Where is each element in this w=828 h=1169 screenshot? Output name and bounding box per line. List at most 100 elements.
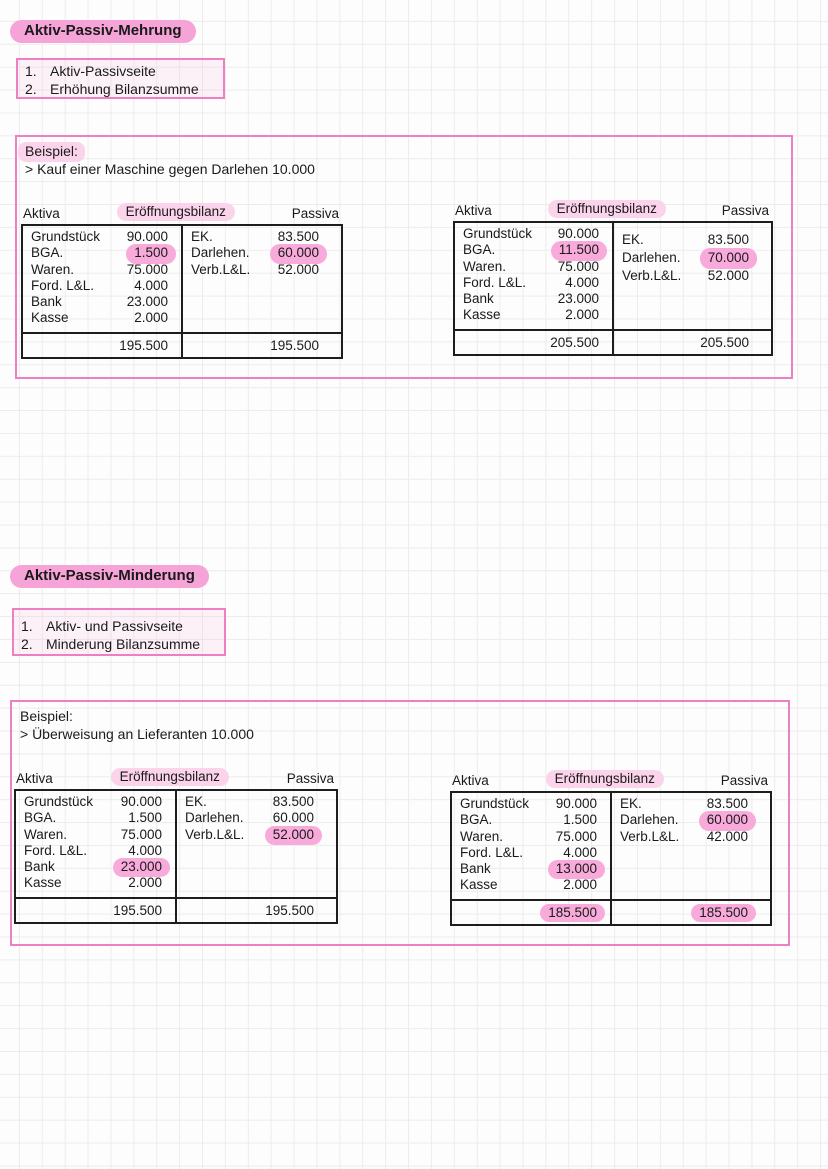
total-value: 185.500 [691, 904, 756, 922]
account-row: EK. 83.500 [612, 796, 770, 812]
account-row: BGA. 1.500 [452, 812, 610, 828]
account-value: 1.500 [126, 244, 176, 264]
rule-text: Minderung Bilanzsumme [46, 635, 201, 652]
example-label: Beispiel: [18, 142, 85, 162]
aktiva-rows: Grundstück 90.000 BGA. 1.500 Waren. 75.000 … [452, 793, 610, 899]
account-value: 90.000 [120, 794, 162, 809]
bilanz-heading: Eröffnungsbilanz [110, 768, 229, 786]
account-value: 23.000 [557, 291, 599, 307]
balance-sheet: Aktiva Eröffnungsbilanz Passiva Grundstü… [21, 203, 343, 359]
rule-item: 1. Aktiv-Passivseite [25, 63, 223, 81]
account-row: Ford. L&L. 4.000 [23, 278, 181, 294]
account-value: 2.000 [134, 310, 168, 326]
account-label: Ford. L&L. [24, 842, 88, 858]
account-row: Verb.L&L. 52.000 [183, 262, 341, 278]
aktiva-column: Grundstück 90.000 BGA. 11.500 Waren. 75.000… [455, 223, 614, 354]
rule-box: 1. Aktiv- und Passivseite 2. Minderung B… [12, 608, 226, 656]
balance-table: Grundstück 90.000 BGA. 11.500 Waren. 75.000… [453, 221, 773, 356]
total-value: 185.500 [540, 904, 605, 922]
account-row: Ford. L&L. 4.000 [455, 275, 612, 291]
aktiva-heading: Aktiva [16, 771, 53, 786]
account-value: 70.000 [699, 248, 757, 269]
account-value: 23.000 [126, 294, 168, 310]
example-box: Beispiel: > Kauf einer Maschine gegen Da… [15, 135, 793, 379]
account-row: EK. 83.500 [183, 229, 341, 245]
account-row: Darlehen. 60.000 [177, 810, 336, 826]
aktiva-column: Grundstück 90.000 BGA. 1.500 Waren. 75.000 … [23, 226, 183, 357]
account-row: Kasse 2.000 [23, 310, 181, 326]
example-description: > Kauf einer Maschine gegen Darlehen 10.… [25, 161, 315, 177]
account-row: BGA. 1.500 [16, 810, 175, 826]
account-value: 90.000 [557, 226, 599, 241]
account-label: Grundstück [460, 796, 530, 811]
aktiva-heading: Aktiva [455, 203, 492, 218]
account-row: Waren. 75.000 [455, 259, 612, 275]
balance-table: Grundstück 90.000 BGA. 1.500 Waren. 75.000 … [14, 789, 338, 924]
rule-number: 1. [25, 63, 37, 79]
account-label: Grundstück [31, 229, 101, 244]
rule-item: 1. Aktiv- und Passivseite [21, 618, 224, 636]
aktiva-rows: Grundstück 90.000 BGA. 11.500 Waren. 75.000… [455, 223, 612, 329]
account-label: Kasse [463, 307, 501, 323]
sheet-header: Aktiva Eröffnungsbilanz Passiva [453, 200, 773, 218]
sheet-header: Aktiva Eröffnungsbilanz Passiva [14, 768, 338, 786]
account-row: Bank 23.000 [455, 291, 612, 307]
passiva-heading: Passiva [721, 203, 769, 218]
account-value: 90.000 [555, 796, 597, 811]
total-row: 195.500 [177, 897, 336, 922]
account-label: EK. [622, 232, 644, 247]
account-value: 13.000 [547, 860, 605, 880]
account-label: Waren. [463, 258, 507, 274]
account-row: Bank 23.000 [16, 858, 175, 878]
account-label: Darlehen. [185, 810, 244, 826]
account-row: Darlehen. 60.000 [183, 244, 341, 264]
account-label: Ford. L&L. [31, 277, 95, 293]
account-row: Grundstück 90.000 [455, 226, 612, 242]
aktiva-heading: Aktiva [23, 206, 60, 221]
rule-text: Aktiv-Passivseite [50, 63, 156, 79]
account-row: Bank 23.000 [23, 294, 181, 310]
account-value: 75.000 [126, 261, 168, 277]
account-value: 90.000 [126, 229, 168, 244]
account-label: Kasse [460, 877, 498, 893]
rule-text: Aktiv- und Passivseite [46, 618, 183, 634]
aktiva-rows: Grundstück 90.000 BGA. 1.500 Waren. 75.000 … [23, 226, 181, 332]
example-box: Beispiel: > Überweisung an Lieferanten 1… [10, 700, 790, 946]
passiva-heading: Passiva [291, 206, 339, 221]
account-label: Bank [460, 861, 491, 877]
example-label: Beispiel: [20, 708, 73, 724]
total-value: 195.500 [265, 903, 314, 918]
account-label: EK. [191, 229, 213, 244]
account-label: BGA. [463, 242, 496, 258]
account-label: Verb.L&L. [191, 261, 251, 277]
account-label: Grundstück [24, 794, 94, 809]
passiva-column: EK. 83.500 Darlehen. 60.000 Verb.L&L. 52.00… [177, 791, 336, 922]
passiva-rows: EK. 83.500 Darlehen. 60.000 Verb.L&L. 52.00… [183, 226, 341, 332]
rule-number: 1. [21, 618, 33, 634]
rule-number: 2. [25, 80, 37, 97]
balance-sheet: Aktiva Eröffnungsbilanz Passiva Grundstü… [453, 200, 773, 356]
account-value: 1.500 [563, 812, 597, 828]
section-title-wrap: Aktiv-Passiv-Mehrung [10, 20, 196, 43]
account-label: Ford. L&L. [463, 274, 527, 290]
total-row: 185.500 [452, 899, 610, 924]
total-row: 195.500 [23, 332, 181, 357]
aktiva-column: Grundstück 90.000 BGA. 1.500 Waren. 75.000 … [452, 793, 612, 924]
total-row: 185.500 [612, 899, 770, 924]
account-label: EK. [185, 794, 207, 809]
account-label: Waren. [24, 826, 68, 842]
total-row: 205.500 [614, 329, 771, 354]
account-value: 4.000 [134, 277, 168, 293]
account-value: 4.000 [563, 844, 597, 860]
account-row: Waren. 75.000 [23, 262, 181, 278]
account-label: Verb.L&L. [620, 828, 680, 844]
account-label: Verb.L&L. [185, 826, 245, 842]
account-value: 4.000 [128, 842, 162, 858]
rule-item: 2. Erhöhung Bilanzsumme [25, 81, 223, 99]
account-row: Waren. 75.000 [452, 829, 610, 845]
account-value: 2.000 [128, 875, 162, 891]
account-label: Kasse [24, 875, 62, 891]
section-title: Aktiv-Passiv-Minderung [10, 565, 209, 588]
account-row: Waren. 75.000 [16, 827, 175, 843]
